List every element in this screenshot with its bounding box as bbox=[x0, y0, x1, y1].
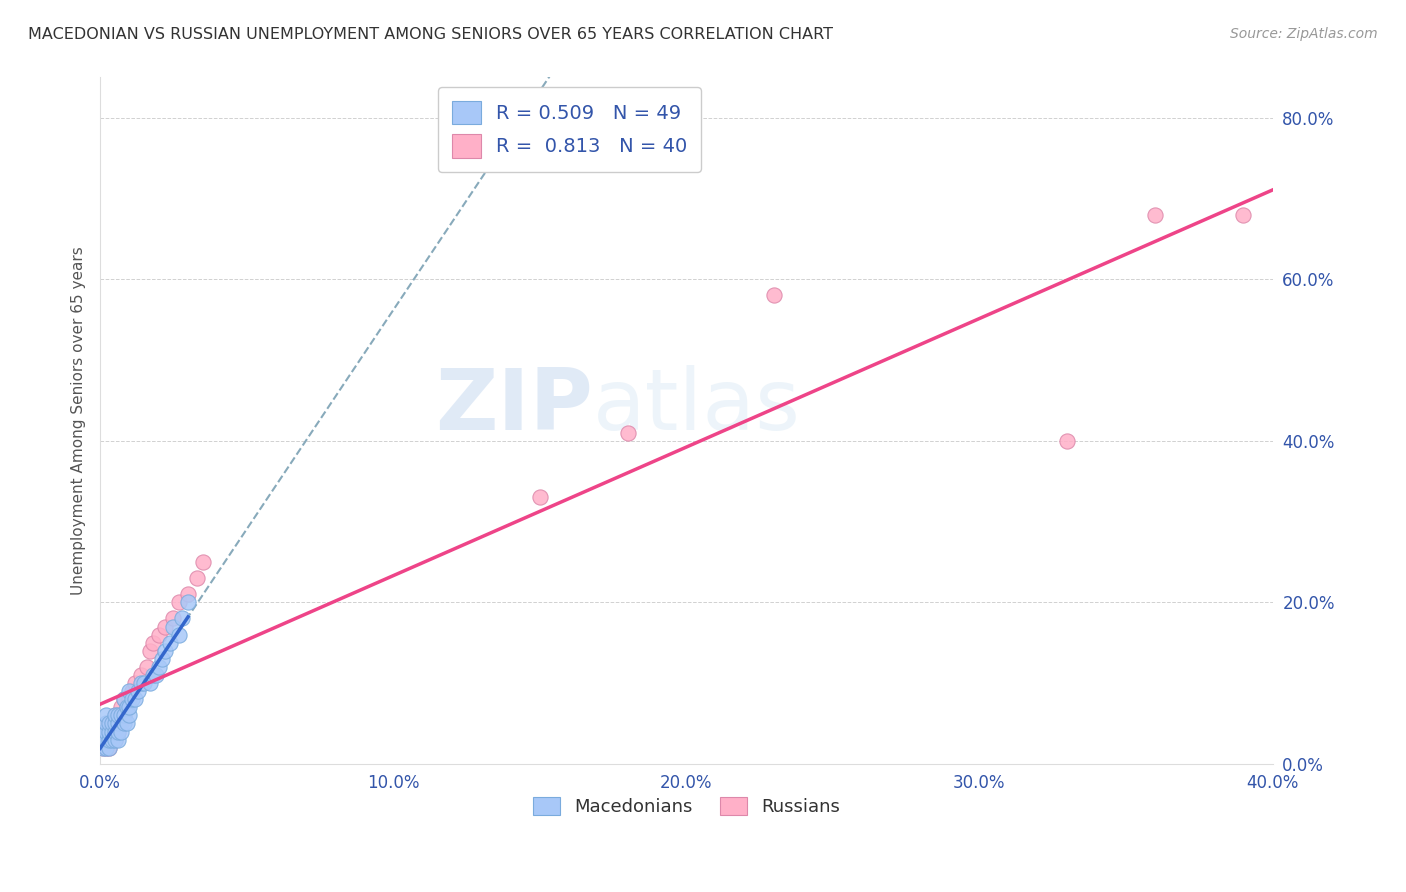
Point bbox=[121, 692, 143, 706]
Point bbox=[186, 571, 208, 585]
Point bbox=[112, 692, 135, 706]
Point bbox=[91, 732, 114, 747]
Point bbox=[118, 700, 141, 714]
Point bbox=[110, 708, 132, 723]
Point bbox=[110, 716, 132, 731]
Point bbox=[97, 740, 120, 755]
Point bbox=[148, 627, 170, 641]
Point bbox=[191, 555, 214, 569]
Point bbox=[112, 708, 135, 723]
Point bbox=[112, 708, 135, 723]
Point bbox=[124, 676, 146, 690]
Point bbox=[1056, 434, 1078, 448]
Point bbox=[121, 684, 143, 698]
Point bbox=[115, 700, 138, 714]
Point bbox=[142, 668, 165, 682]
Point bbox=[169, 595, 191, 609]
Point bbox=[94, 740, 117, 755]
Point bbox=[139, 644, 162, 658]
Point bbox=[91, 724, 114, 739]
Point bbox=[107, 708, 129, 723]
Point bbox=[104, 724, 127, 739]
Point bbox=[172, 611, 194, 625]
Point bbox=[162, 619, 184, 633]
Point bbox=[124, 692, 146, 706]
Point bbox=[110, 700, 132, 714]
Point bbox=[97, 724, 120, 739]
Point bbox=[1144, 208, 1167, 222]
Point bbox=[127, 684, 149, 698]
Point bbox=[94, 732, 117, 747]
Point bbox=[1232, 208, 1254, 222]
Point bbox=[132, 676, 155, 690]
Point bbox=[129, 668, 152, 682]
Point bbox=[177, 587, 200, 601]
Point bbox=[107, 716, 129, 731]
Point bbox=[101, 732, 124, 747]
Point bbox=[97, 724, 120, 739]
Text: MACEDONIAN VS RUSSIAN UNEMPLOYMENT AMONG SENIORS OVER 65 YEARS CORRELATION CHART: MACEDONIAN VS RUSSIAN UNEMPLOYMENT AMONG… bbox=[28, 27, 834, 42]
Point bbox=[104, 708, 127, 723]
Point bbox=[142, 636, 165, 650]
Point bbox=[104, 732, 127, 747]
Point bbox=[94, 708, 117, 723]
Point bbox=[139, 676, 162, 690]
Point bbox=[136, 660, 159, 674]
Point bbox=[107, 708, 129, 723]
Point bbox=[104, 716, 127, 731]
Text: atlas: atlas bbox=[592, 366, 800, 449]
Point bbox=[529, 491, 551, 505]
Point bbox=[177, 595, 200, 609]
Point bbox=[94, 716, 117, 731]
Point bbox=[97, 716, 120, 731]
Point bbox=[94, 724, 117, 739]
Point bbox=[115, 716, 138, 731]
Point bbox=[763, 288, 786, 302]
Point bbox=[153, 619, 176, 633]
Point bbox=[101, 732, 124, 747]
Point bbox=[159, 636, 181, 650]
Point bbox=[104, 708, 127, 723]
Point bbox=[162, 611, 184, 625]
Point bbox=[91, 732, 114, 747]
Legend: Macedonians, Russians: Macedonians, Russians bbox=[526, 789, 848, 823]
Point bbox=[148, 660, 170, 674]
Point bbox=[112, 692, 135, 706]
Point bbox=[107, 732, 129, 747]
Text: Source: ZipAtlas.com: Source: ZipAtlas.com bbox=[1230, 27, 1378, 41]
Point bbox=[118, 684, 141, 698]
Point bbox=[145, 668, 167, 682]
Y-axis label: Unemployment Among Seniors over 65 years: Unemployment Among Seniors over 65 years bbox=[72, 246, 86, 595]
Text: ZIP: ZIP bbox=[434, 366, 592, 449]
Point bbox=[112, 716, 135, 731]
Point bbox=[97, 716, 120, 731]
Point bbox=[94, 740, 117, 755]
Point bbox=[101, 716, 124, 731]
Point bbox=[616, 425, 638, 440]
Point bbox=[94, 724, 117, 739]
Point bbox=[107, 724, 129, 739]
Point bbox=[94, 732, 117, 747]
Point bbox=[169, 627, 191, 641]
Point bbox=[97, 740, 120, 755]
Point bbox=[118, 708, 141, 723]
Point bbox=[118, 692, 141, 706]
Point bbox=[115, 700, 138, 714]
Point bbox=[101, 724, 124, 739]
Point bbox=[91, 740, 114, 755]
Point bbox=[101, 716, 124, 731]
Point bbox=[110, 724, 132, 739]
Point bbox=[104, 732, 127, 747]
Point bbox=[107, 724, 129, 739]
Point bbox=[150, 652, 173, 666]
Point bbox=[91, 740, 114, 755]
Point bbox=[129, 676, 152, 690]
Point bbox=[104, 716, 127, 731]
Point bbox=[97, 732, 120, 747]
Point bbox=[153, 644, 176, 658]
